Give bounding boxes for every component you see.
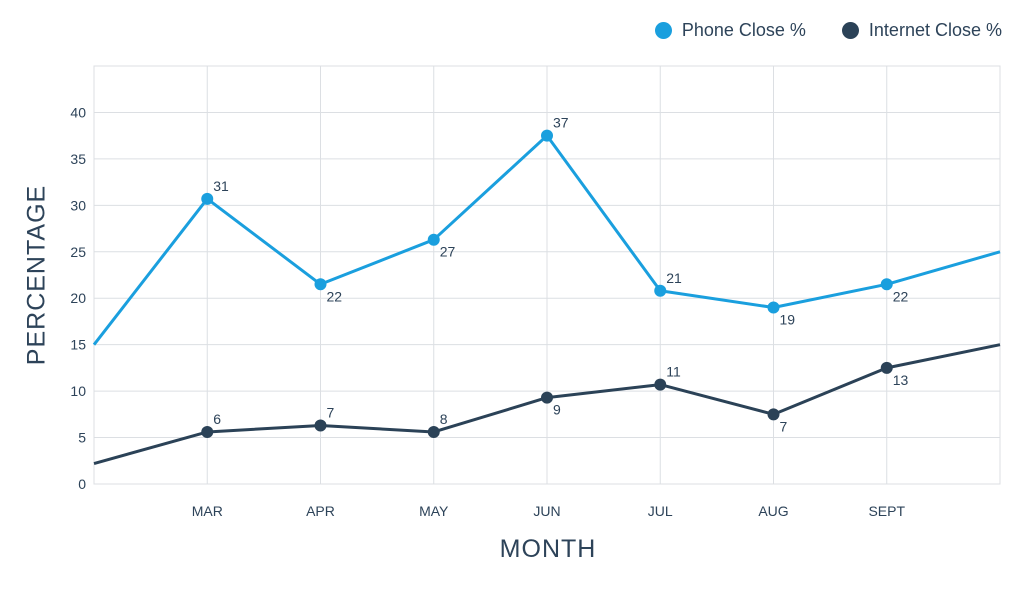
- data-label: 21: [666, 270, 682, 286]
- x-tick-label: JUL: [648, 503, 673, 519]
- legend-label-phone: Phone Close %: [681, 20, 806, 40]
- data-point: [201, 192, 214, 205]
- x-tick-label: JUN: [533, 503, 560, 519]
- legend-marker-phone: [654, 22, 672, 39]
- data-point: [767, 301, 780, 314]
- y-tick-label: 25: [70, 244, 86, 260]
- x-axis-title: MONTH: [499, 535, 597, 563]
- data-point: [654, 378, 667, 391]
- y-tick-label: 35: [70, 151, 86, 167]
- y-tick-label: 10: [70, 383, 86, 399]
- data-point: [427, 425, 440, 438]
- data-label: 11: [666, 364, 681, 380]
- legend-label-internet: Internet Close %: [868, 20, 1002, 40]
- y-tick-label: 15: [70, 337, 86, 353]
- y-tick-label: 40: [70, 104, 86, 120]
- legend-item-phone[interactable]: Phone Close %: [654, 20, 806, 41]
- data-point: [654, 284, 667, 297]
- data-point: [880, 361, 893, 374]
- data-label: 22: [327, 288, 343, 304]
- data-point: [541, 129, 553, 142]
- x-tick-label: MAY: [419, 503, 449, 519]
- data-point: [314, 278, 327, 291]
- data-point: [767, 408, 780, 421]
- data-label: 9: [553, 402, 561, 418]
- y-tick-label: 5: [78, 430, 86, 446]
- x-tick-label: SEPT: [868, 503, 905, 519]
- data-point: [201, 425, 214, 438]
- y-axis-title: PERCENTAGE: [22, 184, 51, 366]
- data-label: 37: [553, 115, 569, 131]
- legend: Phone Close % Internet Close %: [654, 20, 1002, 41]
- data-point: [427, 233, 440, 246]
- data-point: [880, 278, 893, 291]
- data-label: 7: [780, 418, 788, 434]
- x-tick-label: AUG: [758, 503, 788, 519]
- x-tick-label: MAR: [192, 503, 223, 519]
- y-tick-label: 30: [70, 197, 86, 213]
- y-tick-label: 0: [78, 476, 86, 492]
- y-tick-label: 20: [70, 290, 86, 306]
- data-label: 7: [327, 404, 335, 420]
- data-point: [314, 419, 327, 432]
- x-tick-label: APR: [306, 503, 335, 519]
- data-point: [541, 391, 553, 404]
- data-label: 6: [213, 411, 221, 427]
- legend-marker-internet: [841, 22, 859, 39]
- data-label: 31: [213, 178, 229, 194]
- data-label: 27: [440, 244, 456, 260]
- data-label: 22: [893, 288, 909, 304]
- legend-item-internet[interactable]: Internet Close %: [841, 20, 1002, 41]
- data-label: 8: [440, 411, 448, 427]
- data-label: 19: [780, 312, 796, 328]
- data-label: 13: [893, 372, 909, 388]
